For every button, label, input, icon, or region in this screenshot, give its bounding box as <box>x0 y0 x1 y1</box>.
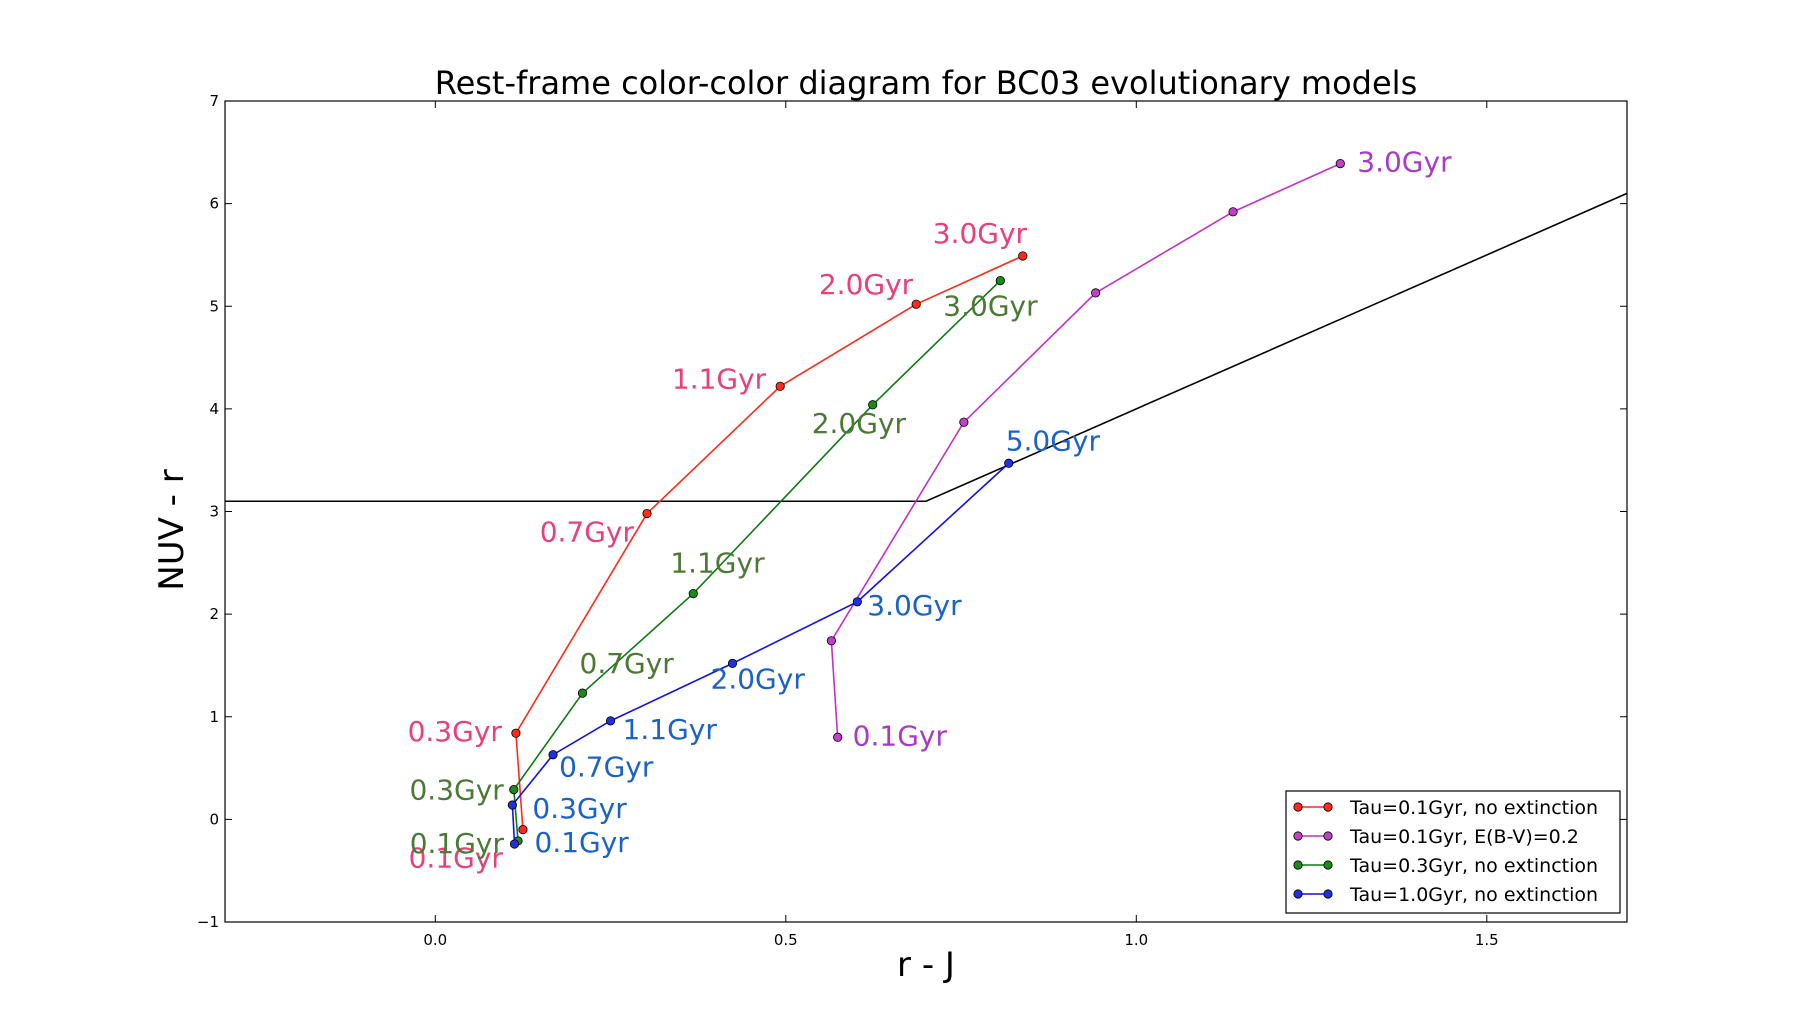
age-label: 0.1Gyr <box>853 719 948 752</box>
legend-marker <box>1323 831 1333 841</box>
age-label: 3.0Gyr <box>1357 146 1452 179</box>
selection-boundary-line <box>225 192 1628 503</box>
data-point-4 <box>509 839 520 849</box>
age-label: 1.1Gyr <box>670 547 765 580</box>
data-point-4 <box>605 716 616 726</box>
y-axis-label: NUV - r <box>152 469 192 590</box>
legend-marker <box>1293 802 1303 812</box>
legend-marker <box>1323 860 1333 870</box>
legend-label: Tau=0.1Gyr, E(B-V)=0.2 <box>1349 826 1579 848</box>
data-point-3 <box>688 588 698 599</box>
y-tick-label: 1 <box>209 708 219 726</box>
data-point-4 <box>727 658 738 668</box>
x-tick-label: 0.0 <box>423 931 447 949</box>
legend-label: Tau=0.3Gyr, no extinction <box>1349 855 1598 877</box>
data-point-1 <box>775 381 785 391</box>
age-label: 0.1Gyr <box>535 826 630 859</box>
age-label: 2.0Gyr <box>711 662 806 695</box>
age-label: 5.0Gyr <box>1006 424 1101 457</box>
x-tick-label: 1.5 <box>1475 931 1499 949</box>
chart-title: Rest-frame color-color diagram for BC03 … <box>435 64 1417 102</box>
legend-label: Tau=1.0Gyr, no extinction <box>1349 884 1598 906</box>
age-label: 3.0Gyr <box>943 290 1038 323</box>
age-label: 0.3Gyr <box>532 792 627 825</box>
data-point-3 <box>868 400 878 410</box>
legend-marker <box>1293 889 1303 899</box>
data-point-2 <box>1091 288 1101 298</box>
age-label: 1.1Gyr <box>623 713 718 746</box>
data-point-4 <box>548 750 558 760</box>
data-point-2 <box>1228 207 1238 217</box>
legend-marker <box>1323 889 1333 899</box>
data-point-1 <box>642 508 652 519</box>
legend-marker <box>1323 802 1333 812</box>
data-point-2 <box>833 732 843 742</box>
age-label: 0.3Gyr <box>408 715 503 748</box>
series-line-1 <box>515 255 1024 830</box>
age-label: 2.0Gyr <box>819 268 914 301</box>
age-label: 0.1Gyr <box>409 842 504 875</box>
data-point-1 <box>511 728 521 738</box>
age-label: 2.0Gyr <box>812 407 907 440</box>
x-tick-label: 0.5 <box>774 931 798 949</box>
y-tick-label: 7 <box>209 92 219 110</box>
legend-box <box>1285 790 1621 914</box>
data-point-4 <box>507 800 518 810</box>
data-point-2 <box>826 636 836 646</box>
age-label: 3.0Gyr <box>933 217 1028 250</box>
age-label: 0.7Gyr <box>540 516 635 549</box>
y-tick-label: 4 <box>209 400 219 418</box>
data-point-4 <box>1004 458 1014 468</box>
data-point-2 <box>959 417 969 427</box>
y-tick-label: 6 <box>209 195 219 213</box>
y-tick-label: 3 <box>209 503 219 521</box>
data-point-3 <box>509 785 519 795</box>
series-line-3 <box>512 280 1001 841</box>
data-point-3 <box>995 275 1005 286</box>
legend-marker <box>1293 831 1303 841</box>
legend-label: Tau=0.1Gyr, no extinction <box>1349 797 1598 819</box>
age-label: 1.1Gyr <box>672 362 767 395</box>
age-label: 0.1Gyr <box>410 827 505 860</box>
y-tick-label: −1 <box>197 913 219 931</box>
y-tick-label: 0 <box>209 810 219 828</box>
data-point-2 <box>1335 159 1345 169</box>
data-point-1 <box>911 299 921 309</box>
age-label: 0.7Gyr <box>580 647 675 680</box>
x-axis-label: r - J <box>897 945 955 985</box>
data-point-3 <box>577 688 588 698</box>
data-point-4 <box>852 597 862 607</box>
data-point-1 <box>1018 251 1028 261</box>
age-label: 3.0Gyr <box>867 589 962 622</box>
age-label: 0.7Gyr <box>559 751 654 784</box>
y-tick-label: 5 <box>209 297 219 315</box>
legend-marker <box>1293 860 1303 870</box>
data-point-1 <box>518 825 528 835</box>
series-line-2 <box>830 162 1341 738</box>
y-tick-label: 2 <box>209 605 219 623</box>
age-label: 0.3Gyr <box>409 774 504 807</box>
x-tick-label: 1.0 <box>1124 931 1148 949</box>
